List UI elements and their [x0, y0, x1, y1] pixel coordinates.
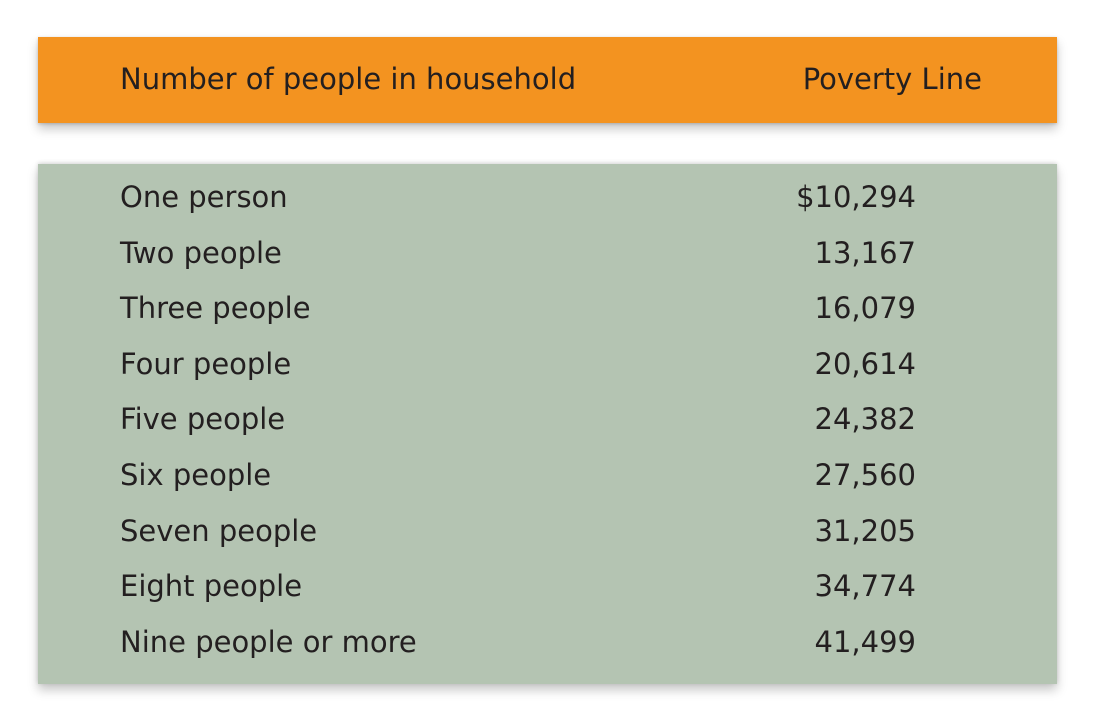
poverty-line-cell: 34,774: [814, 569, 916, 604]
household-size-cell: Six people: [120, 457, 272, 492]
poverty-line-cell: 20,614: [814, 346, 916, 381]
household-size-cell: Seven people: [120, 513, 318, 548]
table-rows: One person $10,294 Two people 13,167 Thr…: [38, 170, 1057, 670]
column-header-household: Number of people in household: [120, 62, 577, 96]
table-row: Four people 20,614: [38, 337, 1057, 393]
household-size-cell: Five people: [120, 402, 286, 437]
household-size-cell: Three people: [120, 291, 311, 326]
table-row: Two people 13,167: [38, 226, 1057, 282]
household-size-cell: One person: [120, 180, 288, 214]
poverty-line-cell: $10,294: [796, 180, 916, 214]
table-row: Six people 27,560: [38, 448, 1057, 504]
table-body: One person $10,294 Two people 13,167 Thr…: [38, 164, 1057, 684]
table-row: Nine people or more 41,499: [38, 615, 1057, 671]
table-row: Five people 24,382: [38, 392, 1057, 448]
poverty-line-cell: 16,079: [814, 291, 916, 326]
poverty-line-cell: 13,167: [814, 235, 916, 270]
column-header-poverty-line: Poverty Line: [802, 62, 982, 96]
table-header: Number of people in household Poverty Li…: [38, 37, 1057, 123]
household-size-cell: Nine people or more: [120, 624, 417, 659]
household-size-cell: Two people: [120, 235, 282, 270]
household-size-cell: Four people: [120, 346, 292, 381]
poverty-line-cell: 27,560: [814, 457, 916, 492]
poverty-line-cell: 24,382: [814, 402, 916, 437]
table-row: Seven people 31,205: [38, 504, 1057, 560]
table-row: Eight people 34,774: [38, 559, 1057, 615]
poverty-line-cell: 31,205: [814, 513, 916, 548]
table-row: Three people 16,079: [38, 281, 1057, 337]
table-row: One person $10,294: [38, 170, 1057, 226]
poverty-line-cell: 41,499: [814, 624, 916, 659]
household-size-cell: Eight people: [120, 569, 303, 604]
